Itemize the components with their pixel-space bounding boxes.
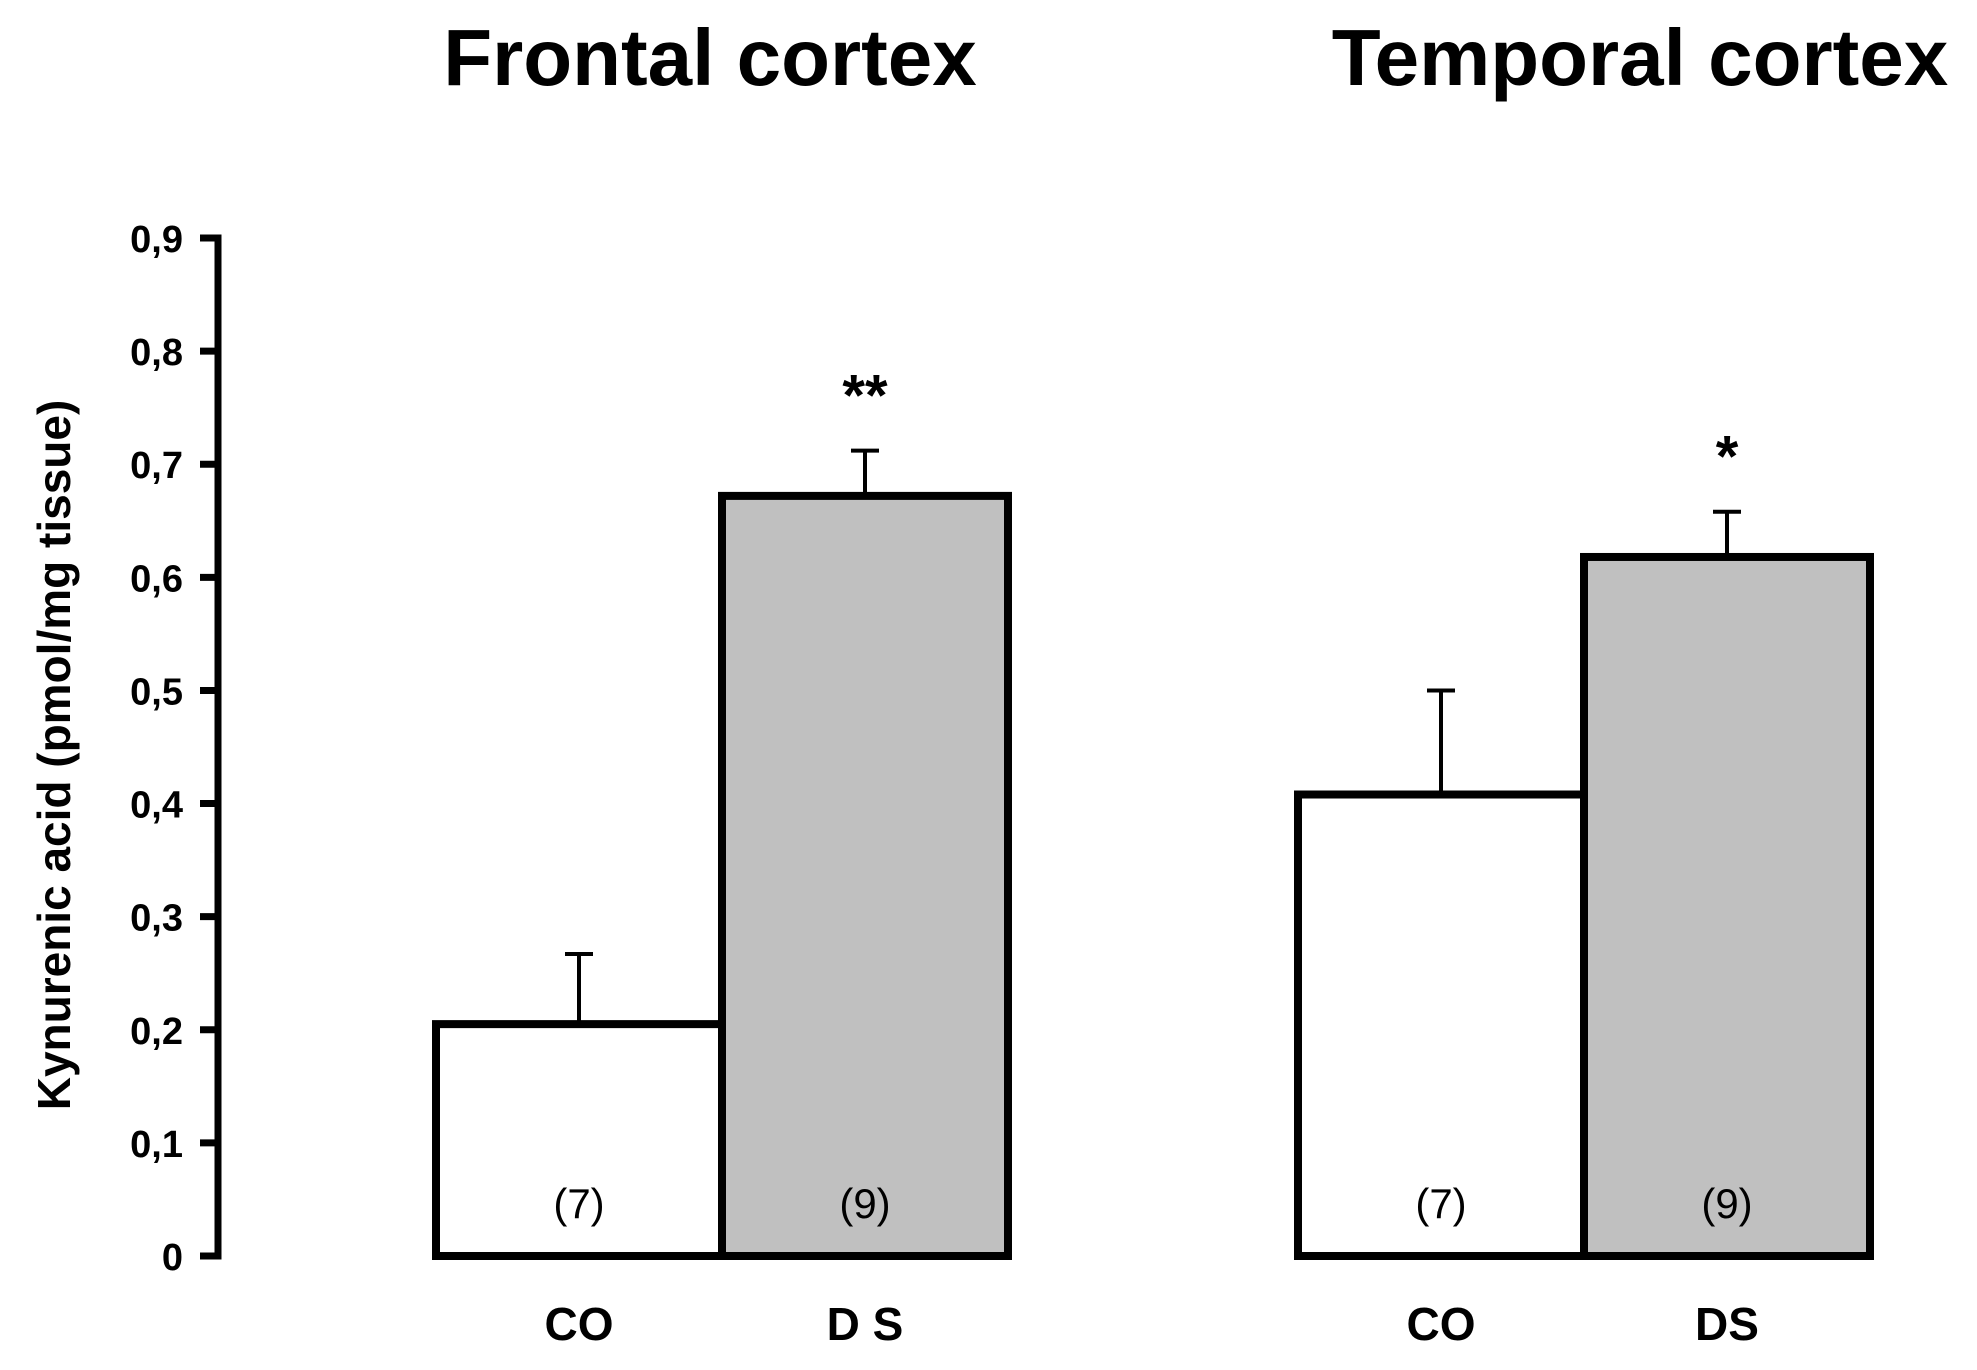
panel-title: Temporal cortex <box>1332 13 1948 102</box>
y-tick-label: 0,1 <box>130 1124 183 1166</box>
y-axis-label: Kynurenic acid (pmol/mg tissue) <box>28 400 80 1111</box>
sample-size-label: (9) <box>1701 1180 1752 1227</box>
significance-marker: * <box>1716 425 1739 490</box>
bars <box>432 448 1874 1261</box>
y-tick-label: 0,3 <box>130 898 183 940</box>
y-tick-label: 0,2 <box>130 1011 183 1053</box>
y-axis: 0 0,1 0,2 0,3 0,4 0,5 0,6 0,7 0,8 0,9 <box>130 219 222 1279</box>
panel-title: Frontal cortex <box>443 13 976 102</box>
bar <box>1580 552 1874 1260</box>
y-tick-label: 0,6 <box>130 558 183 600</box>
significance-marker: ** <box>842 364 888 429</box>
labels: Frontal cortex (7) CO (9) D S ** Temporal cort… <box>443 13 1948 1350</box>
category-label: CO <box>1407 1298 1476 1350</box>
sample-size-label: (7) <box>1415 1180 1466 1227</box>
y-tick-label: 0,5 <box>130 671 183 713</box>
bar <box>718 491 1012 1261</box>
y-tick-label: 0,7 <box>130 445 183 487</box>
category-label: CO <box>545 1298 614 1350</box>
y-tick-label: 0,8 <box>130 332 183 374</box>
y-tick-label: 0 <box>162 1237 183 1279</box>
sample-size-label: (9) <box>839 1180 890 1227</box>
category-label: DS <box>1695 1298 1759 1350</box>
category-label: D S <box>827 1298 904 1350</box>
sample-size-label: (7) <box>553 1180 604 1227</box>
y-tick-label: 0,9 <box>130 219 183 261</box>
y-tick-label: 0,4 <box>130 785 183 827</box>
